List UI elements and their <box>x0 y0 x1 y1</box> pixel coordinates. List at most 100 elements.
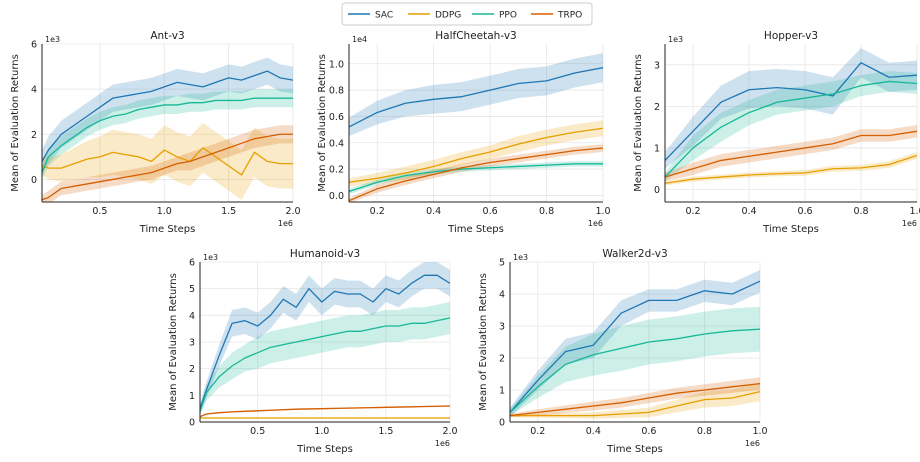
line-trpo <box>200 405 450 418</box>
x-tick-label: 1.5 <box>378 426 393 437</box>
band-ppo <box>665 71 917 182</box>
y-axis-label: Mean of Evaluation Returns <box>10 54 21 192</box>
plot-ant-v3: 0.5 1.0 1.5 2.0 0 2 4 6 1e3 1e6 Ant-v3 Time Steps Me… <box>10 30 301 235</box>
x-exponent-label: 1e6 <box>745 439 760 448</box>
x-axis-label: Time Steps <box>762 224 819 235</box>
line-sac <box>200 274 450 409</box>
line-ppo <box>349 163 603 193</box>
y-tick-label: 3 <box>654 60 660 71</box>
plots: 0.5 1.0 1.5 2.0 0 2 4 6 1e3 1e6 Ant-v3 Time Steps Me… <box>10 30 920 455</box>
legend-label-sac: SAC <box>375 11 393 21</box>
line-sac <box>349 67 603 128</box>
band-sac <box>510 270 760 418</box>
y-tick-label: 3 <box>499 322 505 333</box>
line-trpo <box>42 133 293 201</box>
plot-title: Humanoid-v3 <box>290 248 360 260</box>
plot-series <box>349 53 603 202</box>
plot-humanoid-v3: 0.5 1.0 1.5 2.0 0 1 2 3 4 5 6 1e3 1e6 Humanoid-v3 Time… <box>168 248 458 455</box>
plot-halfcheetah-v3: 0.2 0.4 0.6 0.8 1.0 0.0 0.2 0.4 0.6 0.8 1.0 1e4 1e6 H… <box>317 30 611 235</box>
y-tick-label: 3 <box>189 338 195 349</box>
band-trpo <box>42 125 293 202</box>
line-ppo <box>42 97 293 173</box>
plot-title: HalfCheetah-v3 <box>435 30 516 42</box>
y-exponent-label: 1e3 <box>513 253 528 262</box>
line-sac <box>665 62 917 161</box>
x-tick-label: 0.4 <box>741 206 756 217</box>
x-exponent-label: 1e6 <box>902 219 917 228</box>
y-tick-label: 6 <box>189 258 195 269</box>
plot-walker2d-v3: 0.2 0.4 0.6 0.8 1.0 0 1 2 3 4 5 1e3 1e6 Walker2d-v3 Ti… <box>478 248 768 455</box>
band-trpo <box>349 144 603 202</box>
x-tick-label: 2.0 <box>285 206 300 217</box>
x-tick-label: 0.5 <box>250 426 265 437</box>
y-tick-label: 1 <box>189 391 195 402</box>
plot-title: Ant-v3 <box>150 30 184 42</box>
line-ddpg <box>510 390 760 417</box>
line-ddpg <box>42 147 293 176</box>
band-ppo <box>42 89 293 180</box>
y-axis-label: Mean of Evaluation Returns <box>168 273 179 411</box>
y-tick-label: 4 <box>31 85 37 96</box>
band-sac <box>42 57 293 173</box>
y-exponent-label: 1e3 <box>203 253 218 262</box>
y-axis-label: Mean of Evaluation Returns <box>478 273 489 411</box>
x-tick-label: 0.2 <box>685 206 700 217</box>
band-ppo <box>510 306 760 416</box>
band-ppo <box>200 302 450 416</box>
y-tick-label: 5 <box>189 284 195 295</box>
x-axis-label: Time Steps <box>606 444 663 455</box>
legend-frame <box>341 2 593 26</box>
x-tick-label: 0.4 <box>586 426 601 437</box>
y-tick-label: 4 <box>189 311 195 322</box>
x-tick-label: 0.2 <box>530 426 545 437</box>
band-sac <box>349 53 603 137</box>
y-tick-label: 0.8 <box>329 86 344 97</box>
y-tick-label: 0 <box>31 175 37 186</box>
x-tick-label: 0.6 <box>797 206 812 217</box>
x-tick-label: 0.8 <box>539 206 554 217</box>
x-tick-label: 0.2 <box>370 206 385 217</box>
x-tick-label: 0.4 <box>426 206 441 217</box>
y-tick-label: 6 <box>31 40 37 51</box>
legend: SAC DDPG PPO TRPO <box>341 2 593 26</box>
plot-series <box>42 57 293 202</box>
band-sac <box>665 48 917 169</box>
x-axis-label: Time Steps <box>296 444 353 455</box>
x-tick-label: 2.0 <box>442 426 457 437</box>
y-tick-label: 0 <box>654 185 660 196</box>
line-ppo <box>200 317 450 412</box>
y-tick-label: 1 <box>499 386 505 397</box>
y-tick-label: 0.6 <box>329 112 344 123</box>
y-tick-label: 2 <box>499 354 505 365</box>
y-tick-label: 5 <box>499 258 505 269</box>
y-tick-label: 0.2 <box>329 165 344 176</box>
plot-series <box>665 48 917 186</box>
y-tick-label: 0.0 <box>329 191 344 202</box>
y-exponent-label: 1e3 <box>45 35 60 44</box>
x-tick-label: 0.8 <box>853 206 868 217</box>
y-tick-label: 0 <box>499 418 505 429</box>
line-trpo <box>510 382 760 417</box>
y-tick-label: 1 <box>654 143 660 154</box>
x-tick-label: 1.0 <box>909 206 920 217</box>
x-tick-label: 1.0 <box>595 206 610 217</box>
plot-title: Walker2d-v3 <box>602 248 667 260</box>
y-tick-label: 1.0 <box>329 59 344 70</box>
line-ddpg <box>665 154 917 184</box>
line-trpo <box>665 130 917 178</box>
y-axis-label: Mean of Evaluation Returns <box>317 54 328 192</box>
y-tick-label: 4 <box>499 290 505 301</box>
legend-label-ddpg: DDPG <box>435 11 461 21</box>
x-tick-label: 1.0 <box>157 206 172 217</box>
x-tick-label: 0.8 <box>697 426 712 437</box>
plot-series <box>200 262 450 419</box>
band-ddpg <box>349 120 603 187</box>
x-tick-label: 1.0 <box>752 426 767 437</box>
x-tick-label: 0.6 <box>483 206 498 217</box>
y-tick-label: 2 <box>31 130 37 141</box>
band-ddpg <box>42 123 293 200</box>
y-tick-label: 0 <box>189 418 195 429</box>
band-trpo <box>510 377 760 418</box>
x-tick-label: 1.0 <box>314 426 329 437</box>
